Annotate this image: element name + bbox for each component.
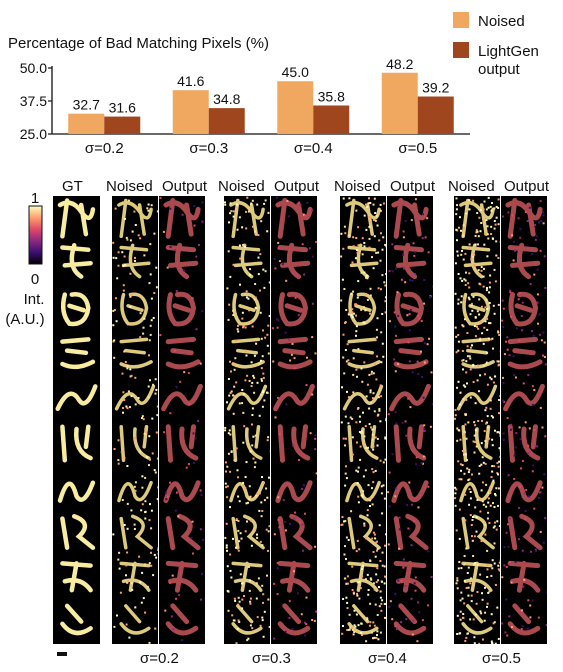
colorbar-gradient: [28, 205, 43, 265]
gt-glyph: [60, 561, 93, 593]
bar-value-label: 48.2: [386, 56, 413, 72]
bar-noised-3: [381, 72, 418, 134]
bar-noised-2: [277, 81, 314, 134]
bar-value-label: 34.8: [213, 91, 240, 107]
output-image-strip: [271, 196, 317, 644]
noised-column-label: Noised: [106, 178, 153, 195]
bar-lightgen-1: [208, 108, 245, 134]
y-tick-label: 37.5: [20, 93, 47, 109]
gt-column-label: GT: [62, 178, 83, 195]
colorbar: 1 0 Int. (A.U.): [0, 190, 50, 350]
x-tick-label: σ=0.3: [189, 140, 228, 157]
bar-value-label: 32.7: [73, 97, 100, 113]
bar-noised-1: [172, 90, 209, 134]
noised-image-strip: [454, 196, 500, 644]
bar-value-label: 45.0: [282, 64, 309, 80]
bar-value-label: 41.6: [177, 73, 204, 89]
gt-glyph: [60, 603, 93, 636]
output-column-label: Output: [390, 178, 436, 195]
gt-glyph: [60, 514, 96, 550]
gt-image-strip: [53, 196, 100, 644]
legend-label: LightGen: [478, 43, 539, 60]
chart-bars: [68, 72, 454, 134]
sigma-label: σ=0.4: [368, 650, 407, 667]
gt-glyph: [57, 480, 96, 503]
output-image-strip: [501, 196, 547, 644]
y-tick-label: 50.0: [20, 60, 47, 76]
chart-value-labels: 32.7 31.6 41.6 34.8 45.0 35.8 48.2 39.2: [73, 56, 450, 116]
sigma-label: σ=0.5: [482, 650, 521, 667]
x-tick-label: σ=0.4: [294, 140, 333, 157]
output-image-strip: [159, 196, 205, 644]
bar-lightgen-0: [104, 116, 141, 134]
sigma-label: σ=0.2: [140, 650, 179, 667]
output-column-label: Output: [504, 178, 550, 195]
colorbar-unit-line2: (A.U.): [5, 311, 44, 328]
noised-column-label: Noised: [448, 178, 495, 195]
colorbar-unit-line1: Int.: [24, 291, 45, 308]
gt-glyph: [60, 424, 93, 463]
output-column-label: Output: [274, 178, 320, 195]
bar-chart: Percentage of Bad Matching Pixels (%) 25…: [8, 12, 539, 157]
bar-value-label: 35.8: [318, 88, 345, 104]
bar-value-label: 39.2: [422, 80, 449, 96]
sigma-label: σ=0.3: [252, 650, 291, 667]
output-image-strip: [387, 196, 433, 644]
legend-swatch: [453, 12, 469, 28]
gt-glyph: [60, 243, 93, 279]
colorbar-min-label: 0: [31, 271, 39, 288]
chart-title: Percentage of Bad Matching Pixels (%): [8, 35, 269, 52]
scale-bar: [57, 652, 67, 656]
gt-glyph: [60, 337, 96, 370]
bar-noised-0: [68, 113, 105, 134]
colorbar-max-label: 1: [31, 190, 39, 207]
x-tick-label: σ=0.2: [85, 140, 124, 157]
noised-column-label: Noised: [334, 178, 381, 195]
x-tick-label: σ=0.5: [398, 140, 437, 157]
legend-label: output: [478, 61, 521, 78]
gt-glyph: [55, 384, 98, 412]
noised-image-strip: [224, 196, 270, 644]
noised-image-strip: [340, 196, 386, 644]
output-column-label: Output: [162, 178, 208, 195]
gt-glyph: [57, 198, 96, 239]
bar-lightgen-3: [417, 96, 454, 134]
noised-image-strip: [112, 196, 158, 644]
bar-value-label: 31.6: [109, 100, 136, 116]
noised-column-label: Noised: [218, 178, 265, 195]
gt-glyph: [60, 292, 91, 327]
legend-label: Noised: [478, 13, 525, 30]
y-tick-label: 25.0: [20, 126, 47, 142]
bar-lightgen-2: [313, 105, 350, 134]
legend-swatch: [453, 42, 469, 58]
